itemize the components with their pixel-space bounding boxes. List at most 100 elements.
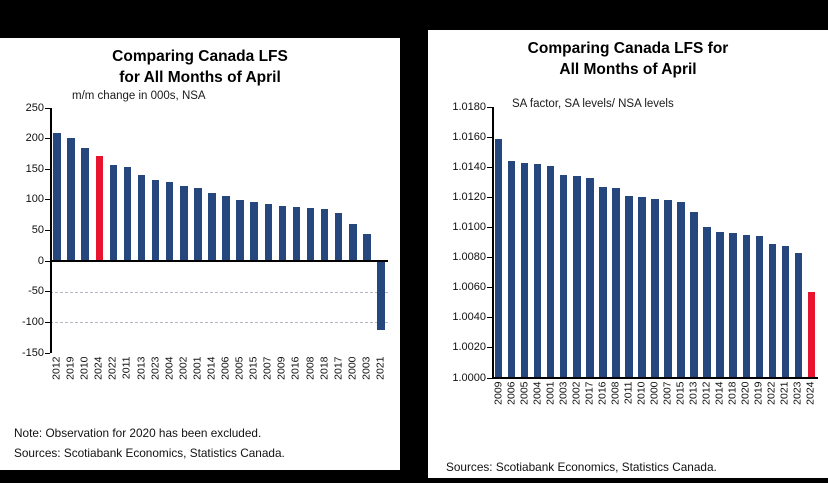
x-axis-tick-label: 2018 bbox=[726, 381, 739, 405]
x-axis-tick-label: 2023 bbox=[791, 381, 804, 405]
bar bbox=[651, 198, 659, 378]
bar bbox=[306, 207, 315, 262]
bar bbox=[664, 200, 672, 378]
y-axis-tick-label: 1.0140 bbox=[452, 160, 486, 173]
x-axis-tick-label: 2023 bbox=[149, 356, 162, 380]
bar bbox=[180, 186, 188, 262]
bar bbox=[109, 164, 118, 262]
x-axis-tick-label: 2000 bbox=[346, 356, 359, 380]
bar bbox=[349, 224, 357, 262]
bar bbox=[278, 206, 287, 262]
x-axis-tick-label: 2010 bbox=[78, 356, 91, 380]
x-axis-tick-label: 2006 bbox=[505, 381, 518, 405]
y-axis-tick bbox=[45, 168, 50, 170]
x-axis-tick-label: 2019 bbox=[752, 381, 765, 405]
x-axis-tick-label: 2009 bbox=[275, 356, 288, 380]
chart-title-line-1: Comparing Canada LFS for bbox=[527, 40, 729, 57]
y-axis-tick bbox=[487, 377, 492, 379]
bar bbox=[742, 234, 751, 378]
x-axis-tick-label: 2013 bbox=[135, 356, 148, 380]
y-axis-tick bbox=[487, 166, 492, 168]
x-axis-tick-label: 2004 bbox=[163, 356, 176, 380]
x-axis-tick-label: 2003 bbox=[360, 356, 373, 380]
x-axis-tick-label: 2018 bbox=[318, 356, 331, 380]
bar bbox=[559, 174, 568, 378]
x-axis-tick-label: 2019 bbox=[64, 356, 77, 380]
bar bbox=[781, 245, 790, 378]
bar bbox=[677, 201, 685, 378]
y-axis-tick-label: 1.0100 bbox=[452, 220, 486, 233]
y-axis-tick-label: 1.0020 bbox=[452, 341, 486, 354]
y-axis-tick-label: 50 bbox=[31, 224, 44, 236]
x-axis-tick-label: 2015 bbox=[674, 381, 687, 405]
x-axis-tick-label: 2017 bbox=[332, 356, 345, 380]
x-axis-tick-label: 2024 bbox=[92, 356, 105, 380]
x-axis-line bbox=[492, 377, 818, 379]
x-axis-tick-label: 2022 bbox=[765, 381, 778, 405]
x-axis-tick-label: 2010 bbox=[635, 381, 648, 405]
y-axis-tick bbox=[45, 260, 50, 262]
chart-panel-left: Comparing Canada LFS for All Months of A… bbox=[0, 38, 400, 470]
y-axis-tick bbox=[487, 106, 492, 108]
y-axis-tick bbox=[45, 321, 50, 323]
x-axis-tick-label: 2007 bbox=[261, 356, 274, 380]
chart-panel-right: Comparing Canada LFS for All Months of A… bbox=[428, 30, 828, 478]
chart-sources-right: Sources: Scotiabank Economics, Statistic… bbox=[446, 460, 717, 474]
x-axis-tick-label: 2004 bbox=[531, 381, 544, 405]
x-axis-tick-label: 2012 bbox=[700, 381, 713, 405]
x-axis-tick-label: 2008 bbox=[609, 381, 622, 405]
bar bbox=[573, 176, 581, 378]
bar bbox=[612, 188, 620, 378]
x-axis-tick-label: 2006 bbox=[219, 356, 232, 380]
y-axis-tick-label: -150 bbox=[21, 346, 44, 359]
x-axis-tick-label: 2002 bbox=[177, 356, 190, 380]
chart-title-line-2: for All Months of April bbox=[119, 69, 281, 86]
y-axis-tick-label: -100 bbox=[21, 315, 44, 328]
bar bbox=[586, 177, 594, 378]
x-axis-tick-label: 2021 bbox=[374, 356, 387, 380]
y-axis-tick-label: 1.0120 bbox=[452, 190, 486, 203]
x-axis-tick-label: 2014 bbox=[713, 381, 726, 405]
x-axis-tick-label: 2003 bbox=[557, 381, 570, 405]
bar bbox=[250, 202, 258, 262]
y-axis-tick-label: 150 bbox=[25, 162, 44, 175]
bar-chart-left: -150 -100 -50 0 50 100 150 200 250 2012 2019 2010 20… bbox=[22, 102, 388, 380]
x-axis-tick-label: 2017 bbox=[583, 381, 596, 405]
x-axis-tick-label: 2001 bbox=[191, 356, 204, 380]
y-axis-tick bbox=[487, 347, 492, 349]
gridline bbox=[50, 322, 388, 324]
bar bbox=[137, 174, 146, 262]
chart-title-line-1: Comparing Canada LFS bbox=[112, 48, 288, 65]
bar bbox=[123, 166, 132, 262]
x-axis-tick-label: 2011 bbox=[622, 381, 635, 405]
y-axis-tick-label: -50 bbox=[28, 285, 44, 298]
bar bbox=[703, 227, 711, 378]
x-axis-tick-label: 2001 bbox=[544, 381, 557, 405]
bar bbox=[494, 138, 503, 378]
x-axis-tick-label: 2011 bbox=[120, 356, 133, 380]
bar bbox=[236, 199, 244, 262]
bar bbox=[208, 192, 216, 262]
bar bbox=[768, 244, 777, 378]
chart-title-line-2: All Months of April bbox=[559, 61, 697, 78]
y-axis-tick bbox=[487, 287, 492, 289]
x-axis-tick-label: 2015 bbox=[247, 356, 260, 380]
bar bbox=[507, 161, 516, 378]
y-axis-tick-label: 1.0180 bbox=[452, 100, 486, 113]
bar bbox=[222, 195, 230, 262]
bar bbox=[716, 231, 724, 378]
y-axis-tick-label: 1.0160 bbox=[452, 130, 486, 143]
bar bbox=[363, 233, 371, 262]
x-axis-tick-label: 2021 bbox=[778, 381, 791, 405]
bar-highlighted bbox=[807, 292, 816, 378]
bar bbox=[264, 204, 273, 262]
y-axis-tick bbox=[487, 226, 492, 228]
gridline bbox=[50, 291, 388, 293]
bar bbox=[755, 236, 764, 378]
y-axis-tick bbox=[45, 230, 50, 231]
bar bbox=[533, 164, 542, 378]
bar bbox=[625, 195, 633, 378]
y-axis-tick bbox=[487, 317, 492, 319]
chart-title-left: Comparing Canada LFS for All Months of A… bbox=[0, 38, 400, 88]
chart-title-right: Comparing Canada LFS for All Months of A… bbox=[428, 30, 828, 80]
